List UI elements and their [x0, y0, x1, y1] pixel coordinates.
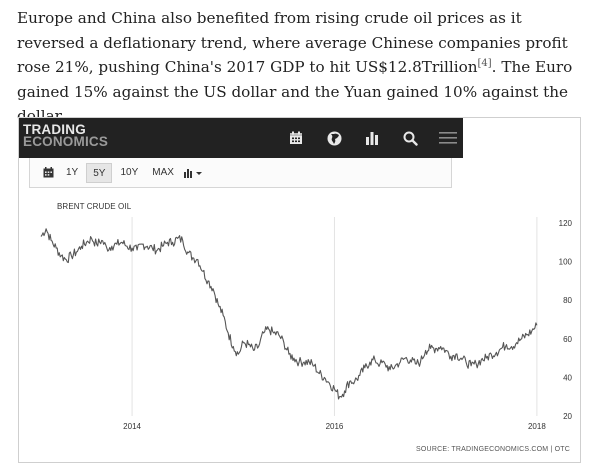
brent-crude-chart: 2014 2016 2018 120 100 80 60 40 20	[40, 217, 573, 431]
menu-icon[interactable]	[437, 127, 459, 149]
header-icon-bar	[269, 127, 459, 149]
calendar-icon[interactable]	[285, 127, 307, 149]
chart-widget: TRADING ECONOMICS 1Y 5Y 10Y	[18, 117, 581, 463]
chart-type-dropdown[interactable]	[182, 163, 206, 183]
footnote-ref-link[interactable]: [4]	[477, 58, 492, 69]
y-tick-label: 80	[563, 296, 572, 305]
globe-icon[interactable]	[323, 127, 345, 149]
x-tick-label: 2016	[326, 422, 344, 431]
trading-economics-logo[interactable]: TRADING ECONOMICS	[23, 122, 109, 149]
series-line	[40, 228, 538, 400]
range-5y-button[interactable]: 5Y	[86, 162, 113, 183]
chart-type-icon	[183, 168, 202, 178]
x-tick-label: 2018	[528, 422, 546, 431]
x-tick-label: 2014	[123, 422, 141, 431]
y-tick-label: 60	[563, 335, 572, 344]
widget-header: TRADING ECONOMICS	[19, 118, 463, 158]
bar-chart-icon[interactable]	[361, 127, 383, 149]
article-text-main: Europe and China also benefited from ris…	[17, 9, 568, 76]
range-1y-button[interactable]: 1Y	[66, 166, 79, 178]
search-icon[interactable]	[399, 127, 421, 149]
chart-title: BRENT CRUDE OIL	[57, 202, 132, 211]
logo-line2: ECONOMICS	[23, 134, 109, 149]
logo-line1: TRADING	[23, 122, 86, 137]
range-10y-button[interactable]: 10Y	[120, 166, 139, 178]
article-paragraph: Europe and China also benefited from ris…	[17, 6, 592, 129]
source-attribution[interactable]: SOURCE: TRADINGECONOMICS.COM | OTC	[416, 446, 570, 453]
y-tick-label: 120	[559, 219, 573, 228]
y-tick-label: 100	[559, 258, 573, 267]
range-toolbar: 1Y 5Y 10Y MAX	[29, 158, 452, 188]
range-max-button[interactable]: MAX	[152, 166, 174, 178]
y-tick-label: 40	[563, 373, 572, 382]
y-tick-label: 20	[563, 412, 572, 421]
calendar-icon[interactable]	[36, 163, 60, 183]
